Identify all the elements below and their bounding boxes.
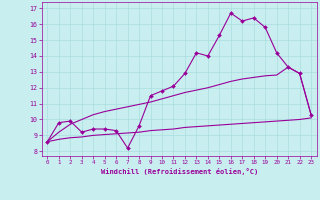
X-axis label: Windchill (Refroidissement éolien,°C): Windchill (Refroidissement éolien,°C) bbox=[100, 168, 258, 175]
